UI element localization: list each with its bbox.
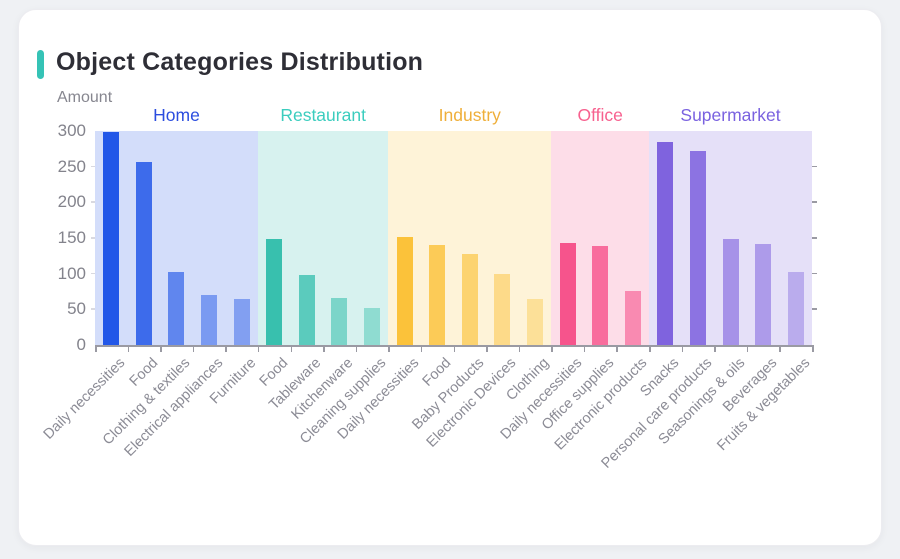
x-axis-tick: [779, 347, 781, 352]
bar-food[interactable]: [266, 238, 283, 345]
x-axis-line: [95, 345, 814, 347]
bar-electrical-appliances[interactable]: [201, 295, 218, 345]
bar-cleaning-supplies[interactable]: [364, 307, 381, 345]
group-label-office: Office: [577, 105, 623, 125]
group-label-restaurant: Restaurant: [280, 105, 366, 125]
group-label-home: Home: [153, 105, 200, 125]
y-axis-tick-right: [812, 237, 817, 239]
bar-daily-necessities[interactable]: [103, 132, 120, 345]
x-axis-tick: [453, 347, 455, 352]
x-axis-tick: [323, 347, 325, 352]
bar-clothing-textiles[interactable]: [168, 271, 185, 345]
y-axis-tick-right: [812, 272, 817, 275]
y-tick-label: 300: [57, 121, 86, 140]
bar-food[interactable]: [429, 245, 446, 345]
x-axis-tick: [127, 347, 130, 352]
x-axis-tick: [649, 347, 651, 352]
bar-furniture[interactable]: [233, 298, 250, 345]
group-label-supermarket: Supermarket: [680, 105, 781, 125]
y-axis-tick-left: [91, 201, 95, 203]
bar-clothing[interactable]: [526, 299, 543, 345]
y-axis-name: Amount: [57, 89, 113, 106]
y-axis-tick-right: [812, 201, 817, 203]
bar-electronic-products[interactable]: [624, 290, 641, 345]
bar-personal-care-products[interactable]: [689, 150, 706, 345]
y-axis-tick-right: [812, 165, 817, 168]
x-axis-tick: [518, 347, 521, 352]
y-axis-tick-left: [91, 165, 95, 168]
y-tick-label: 0: [76, 335, 86, 354]
x-axis-tick: [616, 347, 618, 352]
x-axis-tick: [551, 347, 553, 352]
bar-baby-products[interactable]: [461, 254, 478, 345]
x-axis-tick: [681, 347, 684, 352]
x-axis-tick: [355, 347, 358, 352]
bar-seasonings-oils[interactable]: [722, 238, 739, 345]
bar-kitchenware[interactable]: [331, 297, 348, 345]
bar-daily-necessities[interactable]: [396, 237, 413, 345]
y-tick-label: 250: [57, 156, 86, 176]
x-axis-tick: [420, 347, 423, 352]
y-axis-tick-right: [812, 308, 817, 310]
y-axis-tick-left: [91, 272, 95, 275]
x-axis-tick: [192, 347, 195, 352]
x-axis-tick: [812, 347, 814, 352]
x-axis-tick: [388, 347, 390, 352]
bar-electronic-devices[interactable]: [494, 273, 511, 345]
chart-title: Object Categories Distribution: [56, 48, 424, 76]
bar-office-supplies[interactable]: [592, 245, 609, 345]
x-axis-tick: [290, 347, 293, 352]
y-tick-label: 50: [67, 299, 86, 319]
y-axis-tick-left: [91, 237, 95, 239]
x-axis-tick: [225, 347, 227, 352]
bar-fruits-vegetables[interactable]: [787, 272, 804, 345]
bar-tableware[interactable]: [298, 275, 315, 345]
y-tick-label: 150: [57, 228, 86, 247]
group-label-industry: Industry: [438, 105, 501, 125]
bar-beverages[interactable]: [755, 244, 772, 345]
y-tick-label: 200: [57, 192, 86, 212]
bar-food[interactable]: [135, 161, 152, 345]
y-tick-label: 100: [57, 263, 86, 283]
y-axis-tick-left: [91, 308, 95, 310]
x-axis-tick: [486, 347, 488, 352]
x-axis-tick: [714, 347, 716, 352]
title-accent-bar: [37, 50, 44, 79]
x-axis-tick: [583, 347, 586, 352]
x-axis-tick: [160, 347, 162, 352]
x-axis-tick: [95, 347, 97, 352]
bar-daily-necessities[interactable]: [559, 242, 576, 345]
x-axis-tick: [257, 347, 260, 352]
bar-snacks[interactable]: [657, 141, 674, 345]
x-axis-tick: [746, 347, 749, 352]
